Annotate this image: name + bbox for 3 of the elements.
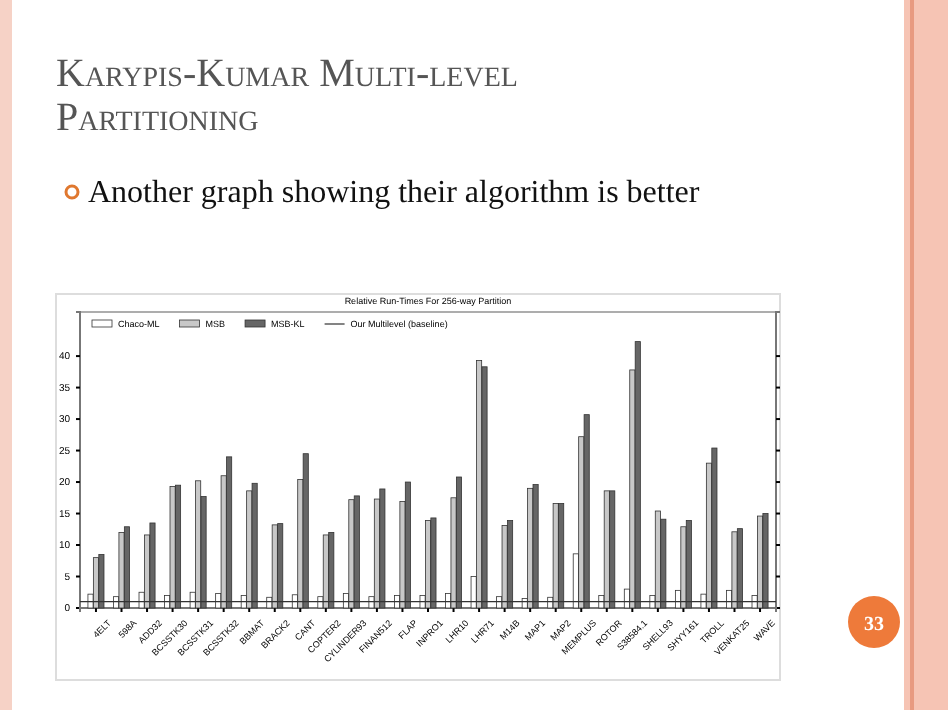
chart-subtitle: Another graph showing their algorithm is better <box>88 176 701 210</box>
chart-title: Karypis-Kumar Multi-level Partitioning <box>56 52 518 140</box>
text: 33 <box>864 614 884 636</box>
